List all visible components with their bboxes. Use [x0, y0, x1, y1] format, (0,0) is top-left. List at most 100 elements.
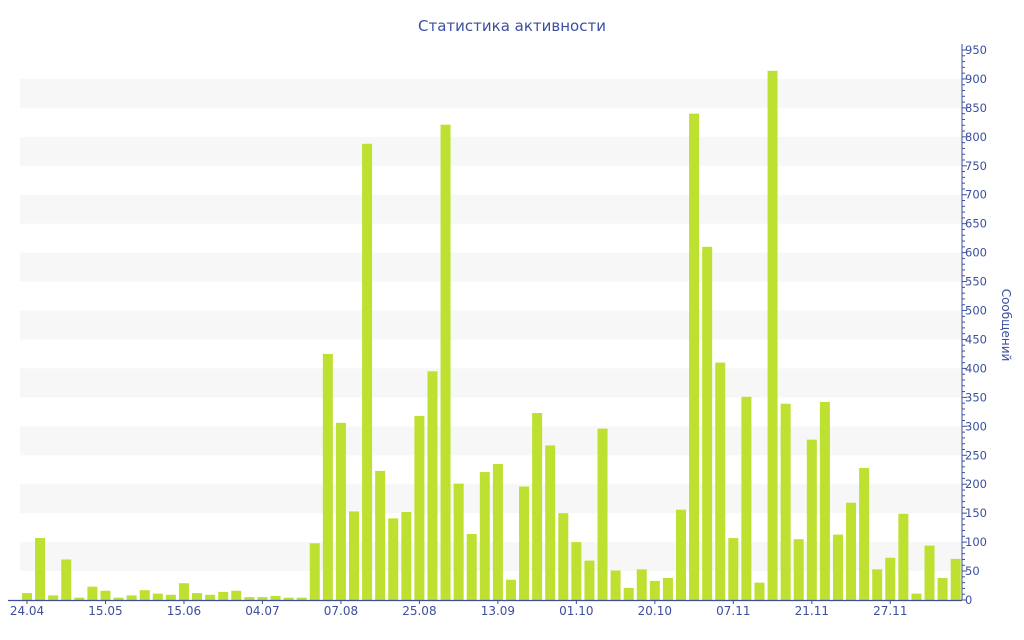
bar [322, 353, 333, 600]
bar [649, 580, 660, 600]
y-tick-label: 900 [965, 72, 987, 86]
bar [453, 483, 464, 600]
x-tick-label: 15.05 [88, 604, 122, 618]
bar [244, 597, 255, 600]
bar [270, 595, 281, 600]
bar [571, 542, 582, 600]
bar [793, 539, 804, 600]
grid-band [20, 136, 962, 166]
bar [636, 569, 647, 600]
bar [780, 403, 791, 600]
bar [662, 578, 673, 600]
x-tick-label: 01.10 [559, 604, 593, 618]
bar [584, 560, 595, 600]
bar [911, 593, 922, 600]
bar [702, 246, 713, 600]
bar [388, 518, 399, 600]
bar [832, 534, 843, 600]
y-tick-label: 700 [965, 188, 987, 202]
bar [205, 594, 216, 600]
y-tick-label: 0 [965, 593, 972, 607]
bar [558, 513, 569, 600]
bar [257, 597, 268, 600]
bar [335, 422, 346, 600]
bar [113, 597, 124, 600]
bar [152, 593, 163, 600]
bar [61, 559, 72, 600]
y-tick-label: 450 [965, 332, 987, 346]
x-axis: 24.04 15.05 15.06 04.07 07.08 25.08 13.09 01.10… [8, 599, 962, 618]
y-tick-label: 150 [965, 506, 987, 520]
y-axis: 0 50 100 150 200 250 300 350 400 450 500 550 600 650 7… [961, 43, 987, 607]
bar [689, 113, 700, 601]
bar [283, 597, 294, 600]
bar [819, 402, 830, 600]
grid-band [20, 194, 962, 224]
grid-band [20, 252, 962, 282]
bar [22, 593, 32, 600]
x-tick-label: 20.10 [638, 604, 672, 618]
bar [440, 124, 451, 601]
bar [623, 587, 634, 600]
y-axis-label: Сообщений [999, 289, 1013, 362]
x-tick-label: 15.06 [167, 604, 201, 618]
grid-band [20, 426, 962, 456]
x-tick-label: 13.09 [481, 604, 515, 618]
bar [492, 463, 503, 600]
bar [545, 445, 556, 600]
grid-band [20, 368, 962, 398]
bar [806, 439, 817, 600]
y-tick-label: 750 [965, 159, 987, 173]
y-tick-label: 100 [965, 535, 987, 549]
y-tick-label: 600 [965, 246, 987, 260]
bars [22, 70, 961, 601]
grid-band [20, 310, 962, 340]
bar [165, 594, 176, 600]
y-tick-label: 250 [965, 448, 987, 462]
bar [597, 428, 608, 600]
y-tick-label: 200 [965, 477, 987, 491]
bar [767, 70, 778, 600]
bar [427, 371, 438, 600]
chart-title: Статистика активности [418, 17, 606, 35]
bar [610, 570, 621, 600]
bar [218, 591, 229, 600]
bar [466, 534, 477, 600]
bar [859, 468, 870, 600]
bar [846, 502, 857, 600]
x-tick-label: 07.11 [716, 604, 750, 618]
bar [715, 362, 726, 600]
y-tick-label: 800 [965, 130, 987, 144]
x-tick-label: 04.07 [245, 604, 279, 618]
bar [741, 396, 752, 600]
bar [362, 143, 373, 600]
bar [872, 569, 883, 600]
x-tick-label: 25.08 [402, 604, 436, 618]
bar [414, 415, 425, 600]
bar [192, 593, 203, 600]
bar [754, 582, 765, 600]
y-tick-label: 550 [965, 275, 987, 289]
y-tick-label: 950 [965, 43, 987, 57]
bar [885, 557, 896, 600]
bar [296, 597, 307, 600]
bar [532, 413, 543, 600]
y-tick-label: 650 [965, 217, 987, 231]
grid-band [20, 542, 962, 572]
bar [100, 590, 111, 600]
grid-bands [20, 78, 962, 572]
bar [728, 538, 739, 600]
bar [676, 509, 686, 600]
bar [375, 470, 386, 600]
bar [231, 590, 242, 600]
bar [139, 590, 150, 600]
x-tick-label: 24.04 [10, 604, 44, 618]
bar [48, 595, 59, 600]
bar [87, 586, 98, 600]
bar [349, 511, 359, 600]
y-tick-label: 400 [965, 361, 987, 375]
bar [479, 472, 490, 600]
grid-band [20, 78, 962, 108]
x-tick-label: 27.11 [873, 604, 907, 618]
